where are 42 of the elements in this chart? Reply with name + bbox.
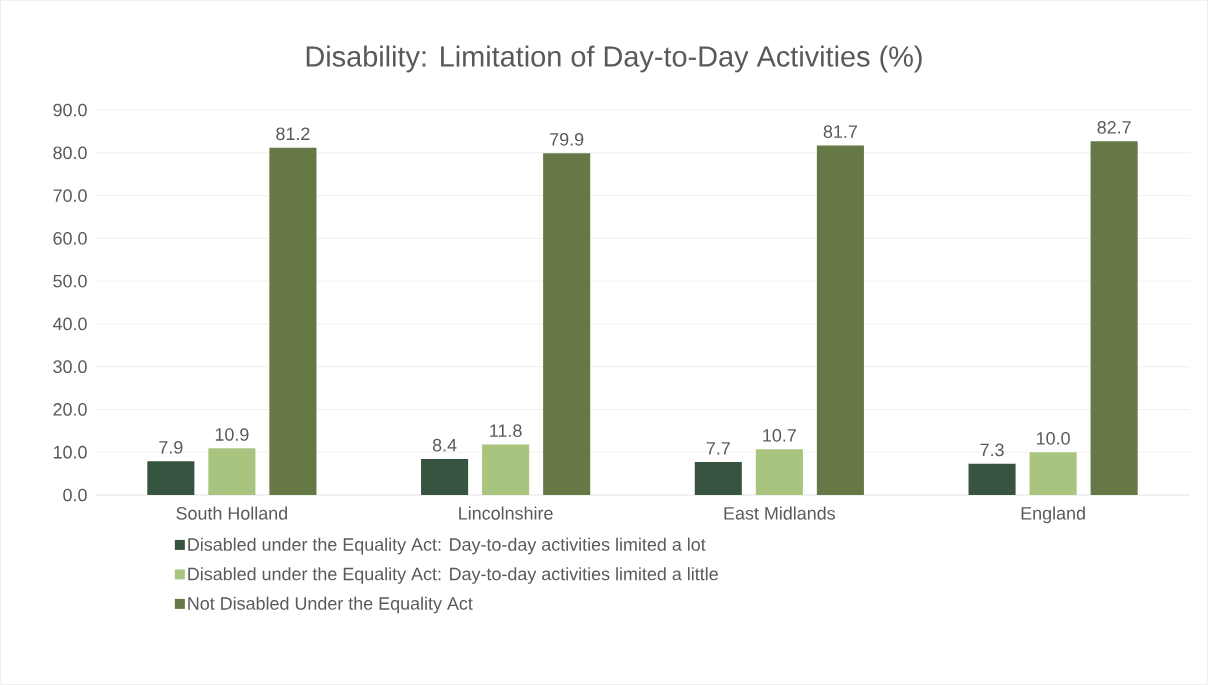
- chart-title: Disability: Limitation of Day-to-Day Activities (%): [306, 45, 922, 73]
- bar: [482, 444, 530, 495]
- bar: [1090, 141, 1138, 495]
- x-tick-label: East Midlands: [724, 506, 835, 520]
- bar: [147, 461, 195, 495]
- y-tick-label: 60.0: [53, 231, 87, 245]
- legend-label: Not Disabled Under the Equality Act: [188, 596, 473, 614]
- y-tick-label: 40.0: [52, 317, 87, 331]
- y-tick-label: 50.0: [53, 274, 87, 288]
- bar: [421, 459, 469, 495]
- legend-label: Disabled under the Equality Act: Day-to-day activities limited a lot: [188, 537, 706, 555]
- y-tick-label: 20.0: [53, 403, 87, 416]
- data-label: 10.9: [215, 428, 249, 441]
- data-label: 7.7: [706, 442, 730, 455]
- y-tick-label: 70.0: [53, 189, 87, 202]
- data-label: 8.4: [432, 438, 457, 452]
- y-tick-label: 80.0: [53, 146, 87, 160]
- bar: [208, 448, 256, 495]
- y-tick-label: 90.0: [53, 103, 87, 117]
- bar: [543, 153, 591, 495]
- y-tick-label: 10.0: [53, 445, 87, 459]
- y-tick-label: 30.0: [53, 360, 87, 374]
- data-label: 81.7: [823, 125, 857, 138]
- data-label: 81.2: [276, 127, 310, 141]
- bar: [694, 462, 742, 495]
- data-label: 10.7: [763, 429, 796, 442]
- x-tick-label: Lincolnshire: [459, 506, 553, 520]
- x-tick-label: South Holland: [176, 506, 287, 520]
- bar: [1029, 452, 1077, 495]
- x-tick-label: England: [1021, 506, 1085, 524]
- data-label: 11.8: [490, 424, 522, 437]
- data-label: 82.7: [1097, 121, 1131, 134]
- data-label: 7.9: [159, 440, 183, 454]
- bar: [269, 147, 317, 495]
- data-label: 79.9: [550, 132, 584, 146]
- y-tick-label: 0.0: [63, 488, 87, 502]
- data-label: 7.3: [980, 443, 1004, 457]
- bar: [816, 145, 864, 495]
- data-label: 10.0: [1037, 432, 1070, 445]
- bar: [968, 463, 1016, 495]
- legend-label: Disabled under the Equality Act: Day-to-day activities limited a little: [188, 567, 718, 584]
- bar: [755, 449, 803, 495]
